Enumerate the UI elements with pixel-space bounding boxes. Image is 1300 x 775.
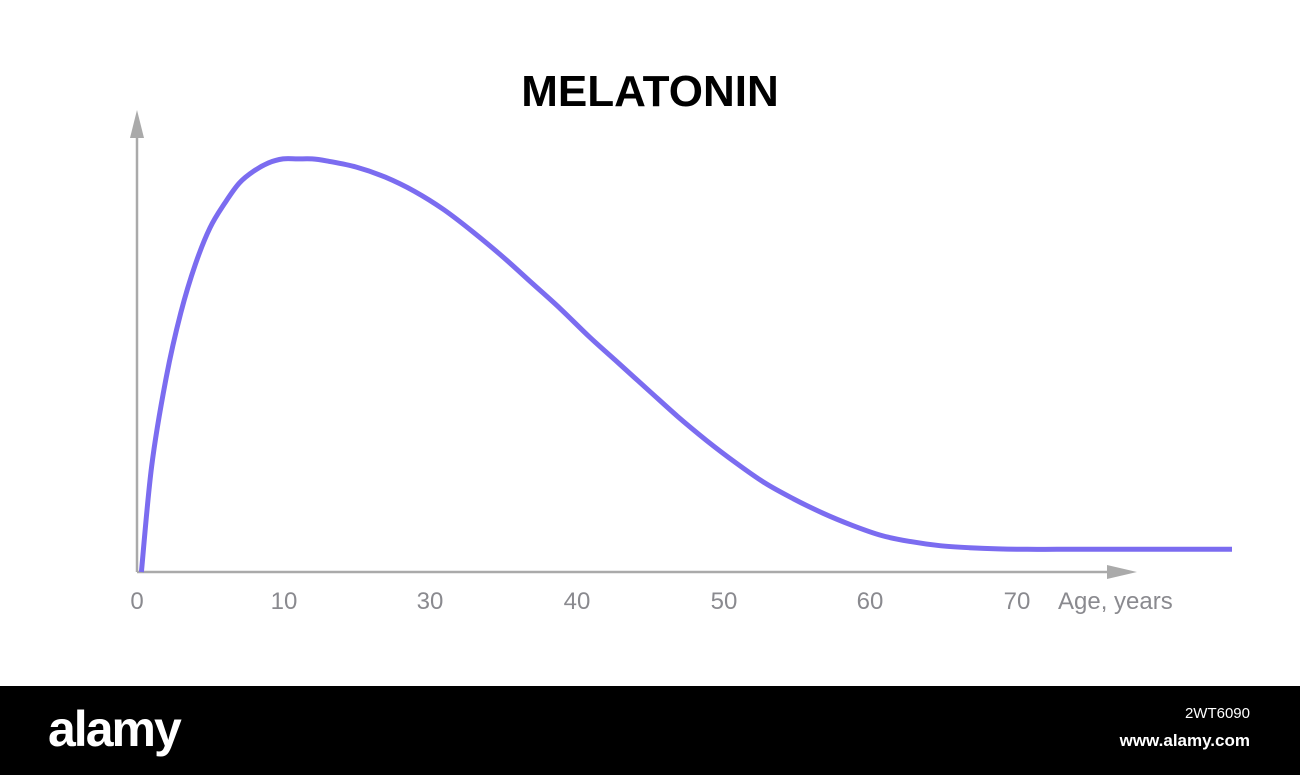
x-axis-label: Age, years [1058,588,1173,615]
series-group [138,156,1232,573]
image-id: 2WT6090 [1184,705,1250,722]
x-tick-label: 60 [857,588,884,615]
y-axis-arrowhead [130,110,144,138]
x-tick-label: 0 [130,588,143,615]
site-url: www.alamy.com [1119,731,1250,750]
x-tick-label: 10 [271,588,298,615]
chart-title: MELATONIN [521,67,778,116]
x-tick-label: 50 [711,588,738,615]
melatonin-curve [138,156,1232,573]
x-tick-label: 70 [1004,588,1031,615]
chart-area: MELATONIN 0 10 30 40 50 60 70 Age, years [130,67,1232,615]
alamy-logo: alamy [48,701,182,757]
axes [130,110,1137,579]
x-axis-arrowhead [1107,565,1137,579]
melatonin-chart: MELATONIN 0 10 30 40 50 60 70 Age, years [130,67,1232,615]
x-tick-label: 30 [417,588,444,615]
x-tick-label: 40 [564,588,591,615]
x-tick-labels: 0 10 30 40 50 60 70 [130,588,1030,615]
watermark-footer: alamy 2WT6090 www.alamy.com [0,686,1300,775]
